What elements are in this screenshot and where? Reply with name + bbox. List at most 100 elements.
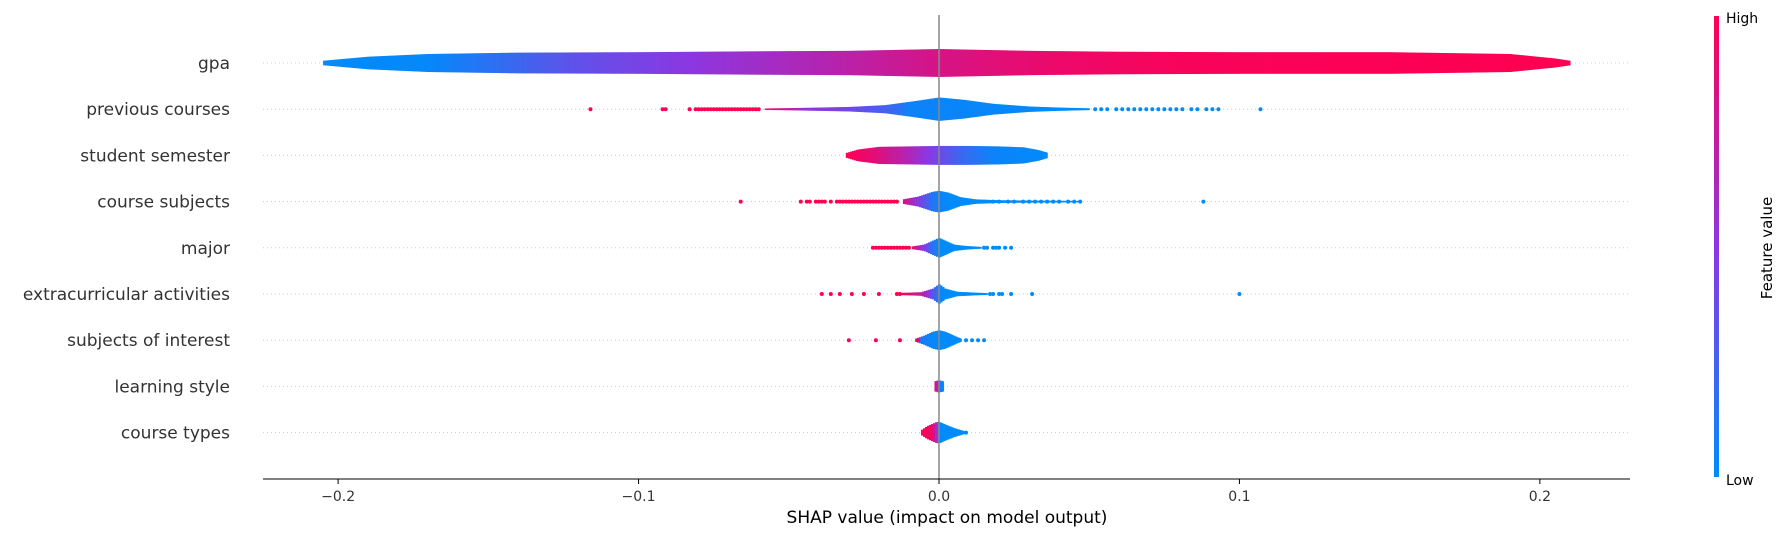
violin-slice: [385, 55, 388, 71]
violin-slice: [1089, 51, 1092, 75]
violin-slice: [661, 52, 664, 74]
violin-slice: [1275, 52, 1278, 74]
violin-slice: [1109, 51, 1112, 75]
violin-slice: [529, 52, 532, 74]
violin-slice: [980, 102, 984, 117]
violin-slice: [1259, 52, 1262, 74]
point-major: [897, 245, 902, 250]
violin-slice: [817, 51, 820, 75]
violin-slice: [1171, 51, 1174, 75]
violin-slice: [970, 100, 974, 118]
violin-slice: [964, 197, 968, 206]
violin-slice: [1052, 107, 1056, 112]
violin-slice: [928, 192, 932, 211]
violin-slice: [959, 145, 963, 165]
point-subjects-of-interest: [846, 338, 851, 343]
violin-slice: [988, 103, 992, 116]
violin-slice: [697, 51, 700, 75]
violin-slice: [1038, 106, 1042, 112]
violin-slice: [1088, 108, 1090, 111]
violin-slice: [975, 246, 979, 249]
violin-slice: [1499, 53, 1502, 73]
violin-slice: [966, 198, 970, 205]
violin-gpa: [323, 49, 1571, 77]
point-previous-courses: [1144, 107, 1149, 112]
violin-slice: [787, 51, 790, 75]
violin-slice: [943, 49, 946, 77]
violin-slice: [926, 193, 930, 210]
violin-slice: [375, 56, 378, 70]
violin-slice: [917, 146, 921, 165]
violin-slice: [938, 380, 942, 393]
violin-slice: [869, 50, 872, 76]
violin-slice: [949, 49, 952, 77]
violin-slice: [1024, 200, 1028, 203]
violin-slice: [982, 102, 986, 116]
violin-slice: [421, 54, 424, 72]
point-course-subjects: [864, 199, 869, 204]
violin-slice: [849, 50, 852, 76]
violin-slice: [1173, 51, 1176, 75]
violin-slice: [1507, 53, 1510, 73]
violin-slice: [1191, 52, 1194, 74]
violin-slice: [545, 52, 548, 74]
violin-slice: [877, 146, 881, 164]
violin-slice: [926, 425, 930, 440]
violin-slice: [1075, 51, 1078, 75]
violin-slice: [1321, 52, 1324, 74]
violin-slice: [891, 146, 895, 165]
violin-slice: [657, 52, 660, 74]
violin-slice: [947, 49, 950, 77]
violin-slice: [1309, 52, 1312, 74]
violin-slice: [844, 107, 848, 112]
violin-slice: [1023, 50, 1026, 76]
violin-slice: [847, 50, 850, 76]
violin-slice: [938, 190, 942, 213]
violin-slice: [1203, 52, 1206, 74]
violin-slice: [953, 49, 956, 77]
violin-slice: [983, 146, 987, 165]
violin-slice: [1131, 51, 1134, 75]
violin-slice: [723, 51, 726, 75]
violin-slice: [1002, 104, 1006, 114]
violin-slice: [927, 146, 931, 165]
violin-slice: [1179, 51, 1182, 75]
violin-slice: [987, 50, 990, 76]
violin-slice: [767, 51, 770, 75]
violin-slice: [946, 332, 950, 348]
violin-slice: [619, 52, 622, 74]
violin-slice: [911, 246, 915, 250]
violin-slice: [889, 146, 893, 165]
violin-slice: [1533, 56, 1536, 70]
point-previous-courses: [1174, 107, 1179, 112]
point-previous-courses: [720, 107, 725, 112]
violin-slice: [1007, 146, 1011, 165]
violin-slice: [361, 57, 364, 69]
violin-slice: [341, 59, 344, 67]
violin-slice: [1249, 52, 1252, 74]
violin-slice: [924, 194, 928, 210]
point-subjects-of-interest: [970, 338, 975, 343]
violin-slice: [1039, 50, 1042, 76]
violin-slice: [942, 97, 946, 121]
colorbar-high-label: High: [1726, 11, 1758, 27]
violin-slice: [1005, 146, 1009, 165]
violin-slice: [1367, 52, 1370, 74]
violin-slice: [677, 51, 680, 75]
violin-slice: [820, 107, 824, 111]
violin-slice: [1293, 52, 1296, 74]
violin-slice: [1083, 51, 1086, 75]
violin-slice: [553, 52, 556, 74]
violin-slice: [1035, 50, 1038, 76]
violin-slice: [547, 52, 550, 74]
violin-slice: [351, 58, 354, 68]
point-previous-courses: [735, 107, 740, 112]
violin-slice: [897, 49, 900, 77]
violin-slice: [1167, 51, 1170, 75]
violin-slice: [1333, 52, 1336, 74]
point-major: [885, 245, 890, 250]
point-subjects-of-interest: [897, 338, 902, 343]
violin-slice: [501, 52, 504, 74]
point-extracurricular-activities: [988, 292, 993, 296]
violin-slice: [993, 146, 997, 165]
